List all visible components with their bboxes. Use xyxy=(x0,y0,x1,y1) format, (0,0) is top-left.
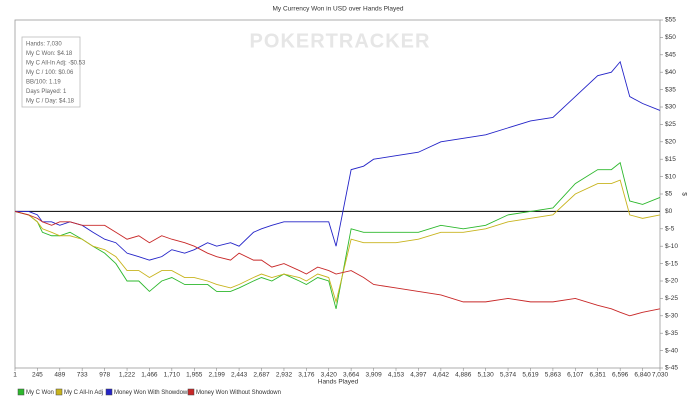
y-tick-label: $-40 xyxy=(665,347,678,354)
y-axis-label: $ xyxy=(680,192,687,196)
x-tick-label: 5,130 xyxy=(478,372,495,379)
x-axis-label: Hands Played xyxy=(318,379,359,386)
x-tick-label: 5,374 xyxy=(500,372,517,379)
x-tick-label: 3,909 xyxy=(365,372,382,379)
x-tick-label: 978 xyxy=(99,372,110,379)
x-tick-label: 2,199 xyxy=(209,372,226,379)
y-tick-label: $35 xyxy=(665,86,676,93)
legend-swatch xyxy=(55,388,63,396)
y-tick-label: $-15 xyxy=(665,260,678,267)
x-tick-label: 6,351 xyxy=(590,372,607,379)
y-tick-label: $-25 xyxy=(665,295,678,302)
x-tick-label: 1 xyxy=(13,372,17,379)
info-line: Hands: 7,030 xyxy=(26,42,62,48)
x-tick-label: 1,222 xyxy=(119,372,136,379)
info-line: My C / 100: $0.06 xyxy=(26,70,74,76)
legend-swatch xyxy=(187,388,195,396)
info-line: My C All-In Adj: -$0.53 xyxy=(26,61,86,67)
x-tick-label: 3,176 xyxy=(298,372,315,379)
legend-label: Money Won With Showdown xyxy=(114,390,191,396)
x-tick-label: 5,619 xyxy=(522,372,539,379)
info-box xyxy=(21,36,81,108)
info-line: BB/100: 1.19 xyxy=(26,80,61,86)
legend-label: My C Won xyxy=(26,390,54,396)
y-tick-label: $5 xyxy=(665,191,673,198)
series-line xyxy=(14,210,661,317)
chart-title: My Currency Won in USD over Hands Played xyxy=(272,6,403,13)
x-tick-label: 1,955 xyxy=(186,372,203,379)
info-line: My C / Day: $4.18 xyxy=(26,99,75,105)
x-tick-label: 7,030 xyxy=(652,372,669,379)
y-tick-label: $-10 xyxy=(665,243,678,250)
legend-swatch xyxy=(105,388,113,396)
x-tick-label: 1,466 xyxy=(141,372,158,379)
y-tick-label: $0 xyxy=(665,208,673,215)
x-tick-label: 4,886 xyxy=(455,372,472,379)
x-tick-label: 3,664 xyxy=(343,372,360,379)
legend-swatch xyxy=(17,388,25,396)
x-tick-label: 4,153 xyxy=(388,372,405,379)
legend-label: My C All-In Adj xyxy=(64,390,103,396)
y-tick-label: $10 xyxy=(665,173,676,180)
x-tick-label: 4,397 xyxy=(410,372,427,379)
x-tick-label: 1,710 xyxy=(164,372,181,379)
y-tick-label: $40 xyxy=(665,69,676,76)
x-tick-label: 489 xyxy=(54,372,65,379)
y-tick-label: $20 xyxy=(665,139,676,146)
x-tick-label: 733 xyxy=(77,372,88,379)
x-tick-label: 5,863 xyxy=(545,372,562,379)
x-tick-label: 6,840 xyxy=(634,372,651,379)
y-tick-label: $15 xyxy=(665,156,676,163)
x-tick-label: 2,443 xyxy=(231,372,248,379)
x-tick-label: 2,932 xyxy=(276,372,293,379)
y-tick-label: $55 xyxy=(665,17,676,24)
y-tick-label: $-45 xyxy=(665,365,678,372)
series-line xyxy=(14,179,661,304)
x-tick-label: 6,596 xyxy=(612,372,629,379)
y-tick-label: $50 xyxy=(665,34,676,41)
series-line xyxy=(15,60,661,261)
y-tick-label: $30 xyxy=(665,104,676,111)
x-tick-label: 245 xyxy=(32,372,43,379)
info-line: Days Played: 1 xyxy=(26,89,67,95)
x-tick-label: 4,642 xyxy=(433,372,450,379)
watermark: POKERTRACKER xyxy=(250,30,431,52)
legend-label: Money Won Without Showdown xyxy=(196,390,281,396)
y-tick-label: $-5 xyxy=(665,226,675,233)
y-tick-label: $25 xyxy=(665,121,676,128)
y-tick-label: $-30 xyxy=(665,313,678,320)
x-tick-label: 2,687 xyxy=(253,372,270,379)
info-line: My C Won: $4.18 xyxy=(26,51,73,57)
y-tick-label: $-35 xyxy=(665,330,678,337)
y-tick-label: $-20 xyxy=(665,278,678,285)
x-tick-label: 3,420 xyxy=(321,372,338,379)
x-tick-label: 6,107 xyxy=(567,372,584,379)
y-tick-label: $45 xyxy=(665,52,676,59)
